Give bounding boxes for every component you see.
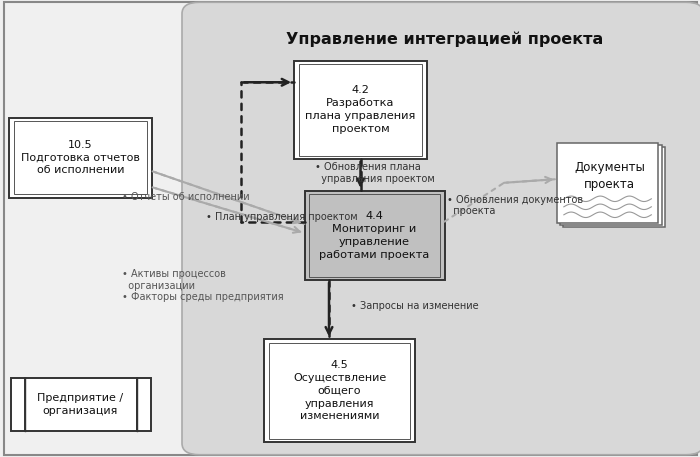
FancyBboxPatch shape	[557, 143, 658, 223]
Text: • Отчеты об исполнении: • Отчеты об исполнении	[122, 192, 250, 202]
FancyBboxPatch shape	[9, 118, 153, 197]
Text: Управление интеграцией проекта: Управление интеграцией проекта	[286, 31, 603, 47]
Text: 4.4
Мониторинг и
управление
работами проекта: 4.4 Мониторинг и управление работами про…	[319, 211, 430, 260]
Text: 10.5
Подготовка отчетов
об исполнении: 10.5 Подготовка отчетов об исполнении	[21, 140, 140, 175]
FancyBboxPatch shape	[560, 145, 662, 225]
Text: Документы
проекта: Документы проекта	[574, 161, 645, 191]
Text: • План управления проектом: • План управления проектом	[206, 212, 358, 222]
FancyBboxPatch shape	[304, 191, 444, 280]
FancyBboxPatch shape	[265, 339, 414, 442]
Text: 4.5
Осуществление
общего
управления
изменениями: 4.5 Осуществление общего управления изме…	[293, 360, 386, 421]
FancyBboxPatch shape	[294, 61, 427, 159]
Text: 4.2
Разработка
плана управления
проектом: 4.2 Разработка плана управления проектом	[305, 85, 416, 134]
Text: • Обновления плана
  управления проектом: • Обновления плана управления проектом	[315, 162, 435, 184]
Text: • Активы процессов
  организации
• Факторы среды предприятия: • Активы процессов организации • Факторы…	[122, 269, 284, 302]
FancyBboxPatch shape	[4, 2, 696, 455]
FancyBboxPatch shape	[182, 2, 700, 455]
Text: Предприятие /
организация: Предприятие / организация	[37, 393, 124, 416]
Text: • Запросы на изменение: • Запросы на изменение	[351, 301, 479, 311]
FancyBboxPatch shape	[25, 378, 136, 430]
FancyBboxPatch shape	[10, 378, 25, 430]
FancyBboxPatch shape	[136, 378, 150, 430]
FancyBboxPatch shape	[563, 147, 665, 227]
Text: • Обновления документов
  проекта: • Обновления документов проекта	[447, 195, 582, 217]
